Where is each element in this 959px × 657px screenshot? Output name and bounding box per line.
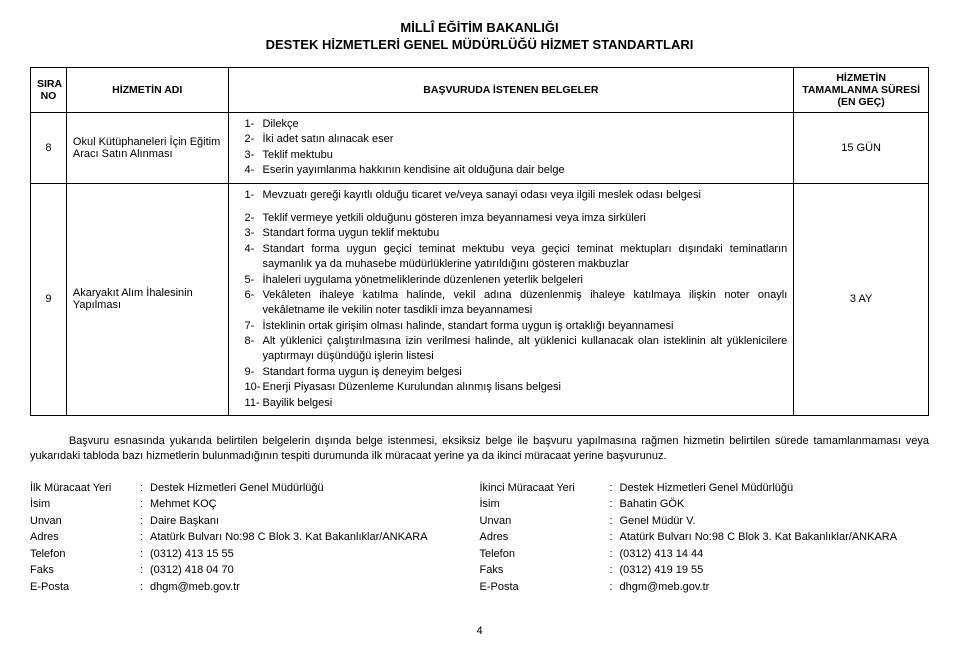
belge-text: İhaleleri uygulama yönetmeliklerinde düz… [263, 273, 788, 288]
col-belgeler: BAŞVURUDA İSTENEN BELGELER [228, 68, 794, 113]
belge-number: 2- [245, 211, 263, 226]
belge-text: Vekâleten ihaleye katılma halinde, vekil… [263, 288, 788, 319]
row8-sure: 15 GÜN [794, 113, 929, 184]
contact-first: İlk Müracaat Yeri:Destek Hizmetleri Gene… [30, 480, 480, 596]
contacts-section: İlk Müracaat Yeri:Destek Hizmetleri Gene… [30, 480, 929, 596]
belge-number: 9- [245, 365, 263, 380]
belge-item: 2-Teklif vermeye yetkili olduğunu göster… [245, 211, 788, 226]
row8-no: 8 [31, 113, 67, 184]
contact2-telefon: (0312) 413 14 44 [620, 546, 704, 563]
belge-item: 4-Standart forma uygun geçici teminat me… [245, 242, 788, 273]
col-hizmet-adi: HİZMETİN ADI [66, 68, 228, 113]
belge-item: 1-Dilekçe [245, 117, 788, 132]
label-adres: Adres [30, 529, 140, 546]
belge-item: 3-Standart forma uygun teklif mektubu [245, 226, 788, 241]
col-sira-no: SIRA NO [31, 68, 67, 113]
row9-sure: 3 AY [794, 183, 929, 415]
col-sure: HİZMETİN TAMAMLANMA SÜRESİ (EN GEÇ) [794, 68, 929, 113]
row9-adi: Akaryakıt Alım İhalesinin Yapılması [66, 183, 228, 415]
label-eposta: E-Posta [30, 579, 140, 596]
belge-number: 6- [245, 288, 263, 319]
label-isim: İsim [30, 496, 140, 513]
belge-item: 5-İhaleleri uygulama yönetmeliklerinde d… [245, 273, 788, 288]
belge-item: 3-Teklif mektubu [245, 148, 788, 163]
belge-item: 9-Standart forma uygun iş deneyim belges… [245, 365, 788, 380]
belge-text: Teklif mektubu [263, 148, 788, 163]
belge-number: 7- [245, 319, 263, 334]
belge-item: 2-İki adet satın alınacak eser [245, 132, 788, 147]
belge-text: Standart forma uygun teklif mektubu [263, 226, 788, 241]
label-ilk-muracaat: İlk Müracaat Yeri [30, 480, 140, 497]
label-eposta: E-Posta [480, 579, 610, 596]
belge-item: 10-Enerji Piyasası Düzenleme Kurulundan … [245, 380, 788, 395]
contact2-adres: Atatürk Bulvarı No:98 C Blok 3. Kat Baka… [620, 529, 898, 546]
table-header-row: SIRA NO HİZMETİN ADI BAŞVURUDA İSTENEN B… [31, 68, 929, 113]
standards-table: SIRA NO HİZMETİN ADI BAŞVURUDA İSTENEN B… [30, 67, 929, 416]
belge-item: 7-İsteklinin ortak girişim olması halind… [245, 319, 788, 334]
belge-text: Eserin yayımlanma hakkının kendisine ait… [263, 163, 788, 178]
contact1-faks: (0312) 418 04 70 [150, 562, 234, 579]
contact1-yer: Destek Hizmetleri Genel Müdürlüğü [150, 480, 324, 497]
belge-text: Bayilik belgesi [263, 396, 788, 411]
contact-second: İkinci Müracaat Yeri:Destek Hizmetleri G… [480, 480, 930, 596]
belge-number: 1- [245, 117, 263, 132]
row9-no: 9 [31, 183, 67, 415]
belge-number: 1- [245, 188, 263, 203]
belge-text: Standart forma uygun geçici teminat mekt… [263, 242, 788, 273]
belge-number: 4- [245, 163, 263, 178]
belge-text: Mevzuatı gereği kayıtlı olduğu ticaret v… [263, 188, 788, 203]
contact1-unvan: Daire Başkanı [150, 513, 219, 530]
belge-text: Enerji Piyasası Düzenleme Kurulundan alı… [263, 380, 788, 395]
belge-item: 6-Vekâleten ihaleye katılma halinde, vek… [245, 288, 788, 319]
header-title-2: DESTEK HİZMETLERİ GENEL MÜDÜRLÜĞÜ HİZMET… [30, 37, 929, 52]
footer-note: Başvuru esnasında yukarıda belirtilen be… [30, 434, 929, 465]
header-title-1: MİLLÎ EĞİTİM BAKANLIĞI [30, 20, 929, 35]
belge-number: 10- [245, 380, 263, 395]
label-unvan: Unvan [30, 513, 140, 530]
contact2-isim: Bahatin GÖK [620, 496, 685, 513]
contact2-unvan: Genel Müdür V. [620, 513, 696, 530]
table-row: 8 Okul Kütüphaneleri İçin Eğitim Aracı S… [31, 113, 929, 184]
label-telefon: Telefon [480, 546, 610, 563]
contact1-eposta: dhgm@meb.gov.tr [150, 579, 240, 596]
belge-number: 5- [245, 273, 263, 288]
row8-adi: Okul Kütüphaneleri İçin Eğitim Aracı Sat… [66, 113, 228, 184]
belge-number: 3- [245, 226, 263, 241]
label-ikinci-muracaat: İkinci Müracaat Yeri [480, 480, 610, 497]
belge-number: 3- [245, 148, 263, 163]
belge-number: 11- [245, 396, 263, 411]
belge-number: 4- [245, 242, 263, 273]
belge-text: Alt yüklenici çalıştırılmasına izin veri… [263, 334, 788, 365]
belge-item: 4-Eserin yayımlanma hakkının kendisine a… [245, 163, 788, 178]
belge-number: 2- [245, 132, 263, 147]
label-unvan: Unvan [480, 513, 610, 530]
row8-belgeler: 1-Dilekçe2-İki adet satın alınacak eser3… [228, 113, 794, 184]
belge-item: 11-Bayilik belgesi [245, 396, 788, 411]
belge-text: Teklif vermeye yetkili olduğunu gösteren… [263, 211, 788, 226]
table-row: 9 Akaryakıt Alım İhalesinin Yapılması 1-… [31, 183, 929, 415]
label-faks: Faks [30, 562, 140, 579]
contact1-telefon: (0312) 413 15 55 [150, 546, 234, 563]
row9-belgeler: 1-Mevzuatı gereği kayıtlı olduğu ticaret… [228, 183, 794, 415]
contact1-isim: Mehmet KOÇ [150, 496, 217, 513]
page-number: 4 [30, 625, 929, 637]
label-adres: Adres [480, 529, 610, 546]
contact1-adres: Atatürk Bulvarı No:98 C Blok 3. Kat Baka… [150, 529, 428, 546]
label-faks: Faks [480, 562, 610, 579]
belge-text: Dilekçe [263, 117, 788, 132]
contact2-eposta: dhgm@meb.gov.tr [620, 579, 710, 596]
belge-text: Standart forma uygun iş deneyim belgesi [263, 365, 788, 380]
contact2-faks: (0312) 419 19 55 [620, 562, 704, 579]
belge-item: 1-Mevzuatı gereği kayıtlı olduğu ticaret… [245, 188, 788, 203]
belge-text: İki adet satın alınacak eser [263, 132, 788, 147]
belge-number: 8- [245, 334, 263, 365]
label-isim: İsim [480, 496, 610, 513]
contact2-yer: Destek Hizmetleri Genel Müdürlüğü [620, 480, 794, 497]
belge-item: 8-Alt yüklenici çalıştırılmasına izin ve… [245, 334, 788, 365]
label-telefon: Telefon [30, 546, 140, 563]
belge-text: İsteklinin ortak girişim olması halinde,… [263, 319, 788, 334]
